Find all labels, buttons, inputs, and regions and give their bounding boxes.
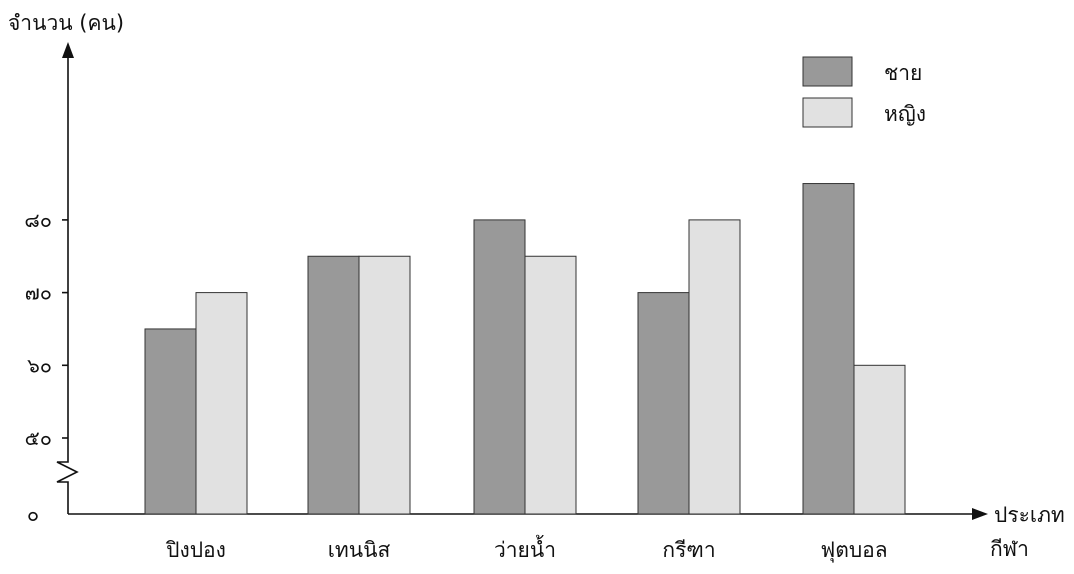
bar-male-3 [473, 219, 526, 515]
bar-female-2 [358, 255, 411, 515]
y-tick-label: ๕๐ [25, 426, 52, 450]
y-tick-label: ๐ [27, 502, 39, 526]
x-tick-label: ปิงปอง [165, 538, 226, 562]
legend-label-male: ชาย [884, 61, 922, 85]
y-tick-label: ๖๐ [27, 353, 52, 377]
x-axis-arrow [972, 508, 988, 520]
bar-male-1 [144, 328, 197, 515]
legend-swatch-male [802, 56, 853, 87]
y-axis-label: จำนวน (คน) [8, 11, 124, 35]
bar-female-1 [195, 292, 248, 515]
legend: ชาย หญิง [802, 56, 926, 128]
x-tick-label: ฟุตบอล [820, 538, 887, 563]
x-axis-label-line-1: ประเภท [994, 503, 1065, 527]
bar-male-4 [637, 292, 690, 515]
x-tick-labels: ปิงปอง เทนนิส ว่ายน้ำ กรีฑา ฟุตบอล [165, 535, 887, 563]
bar-male-5 [802, 183, 855, 515]
bar-female-4 [688, 219, 741, 515]
bars [144, 183, 906, 515]
legend-swatch-female [802, 97, 853, 128]
x-tick-label: กรีฑา [662, 538, 715, 562]
x-tick-label: ว่ายน้ำ [494, 535, 556, 562]
bar-female-5 [853, 364, 906, 515]
bar-male-2 [307, 255, 360, 515]
y-tick-label: ๘๐ [24, 208, 52, 232]
x-tick-label: เทนนิส [328, 538, 391, 562]
plot-area: ๐ ๕๐ ๖๐ ๗๐ ๘๐ ปิงปอง เทนนิส ว่ายน้ำ กรีฑา ฟุตบอล [24, 42, 988, 563]
y-axis-line [56, 56, 79, 514]
y-axis-arrow [62, 42, 74, 58]
y-tick-label: ๗๐ [25, 281, 52, 305]
bar-female-3 [524, 255, 577, 515]
y-ticks: ๐ ๕๐ ๖๐ ๗๐ ๘๐ [24, 208, 68, 526]
legend-label-female: หญิง [884, 102, 926, 126]
x-axis-label-line-2: กีฬา [990, 537, 1029, 561]
